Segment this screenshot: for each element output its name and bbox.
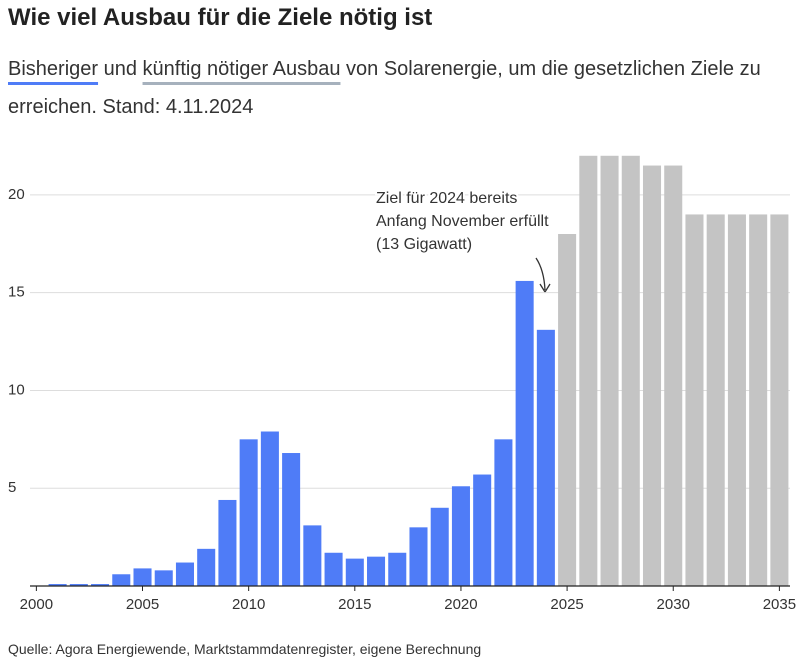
chart: 5 10 15 20 2000 2005 2010 2015 2020 2025 2030 2035 Z… [8, 155, 796, 613]
bar [579, 155, 598, 586]
y-tick-label: 15 [8, 284, 25, 301]
x-tick-label: 2015 [338, 596, 371, 613]
bar [91, 584, 110, 586]
bar [239, 439, 258, 586]
bar [494, 439, 513, 586]
bar [197, 548, 216, 586]
subtitle: Bisheriger und künftig nötiger Ausbau vo… [8, 50, 768, 126]
bar [154, 570, 173, 586]
bar [282, 453, 301, 586]
x-tick-label: 2005 [126, 596, 159, 613]
annotation: Anfang November erfüllt [376, 213, 549, 230]
bar [727, 214, 746, 586]
bar [409, 527, 428, 586]
x-tick-label: 2010 [232, 596, 265, 613]
x-tick-label: 2020 [444, 596, 477, 613]
x-tick-label: 2030 [657, 596, 690, 613]
legend-entry: Bisheriger [8, 58, 99, 80]
bar [218, 499, 237, 586]
bar [558, 234, 577, 586]
annotation: Ziel für 2024 bereits [376, 190, 517, 207]
bar [600, 155, 619, 586]
annotation: (13 Gigawatt) [376, 236, 472, 253]
legend-entry: künftig nötiger Ausbau [142, 58, 341, 80]
bar [536, 329, 555, 586]
x-tick-label: 2025 [550, 596, 583, 613]
bar [303, 525, 322, 586]
bar [133, 568, 152, 586]
bar [430, 507, 449, 586]
y-tick-label: 20 [8, 186, 25, 203]
bar [642, 165, 662, 587]
bar [770, 214, 789, 586]
bar [473, 474, 492, 586]
bar [515, 280, 534, 586]
bar [69, 584, 88, 586]
bar [367, 556, 386, 586]
y-tick-label: 10 [8, 381, 25, 398]
bar [749, 214, 768, 586]
bar [48, 584, 67, 586]
annotation-arrow [535, 257, 551, 294]
bar [706, 214, 725, 586]
subtitle-text: und [98, 58, 143, 80]
x-tick-label: 2000 [20, 596, 53, 613]
bar [345, 558, 364, 586]
x-tick-label: 2035 [763, 596, 796, 613]
bar [664, 165, 683, 587]
bar [388, 552, 407, 586]
source: Quelle: Agora Energiewende, Marktstammda… [8, 641, 482, 657]
bar [621, 155, 640, 586]
bar [175, 562, 194, 586]
subtitle-text: von Solarenergie, um die gesetzlichen Zi… [8, 58, 761, 118]
y-tick-label: 5 [8, 479, 16, 496]
chart-title: Wie viel Ausbau für die Ziele nötig ist [8, 4, 433, 31]
bar [685, 214, 704, 586]
bar [451, 486, 470, 586]
bar [112, 574, 131, 586]
bar [260, 431, 279, 586]
bar [324, 552, 343, 586]
